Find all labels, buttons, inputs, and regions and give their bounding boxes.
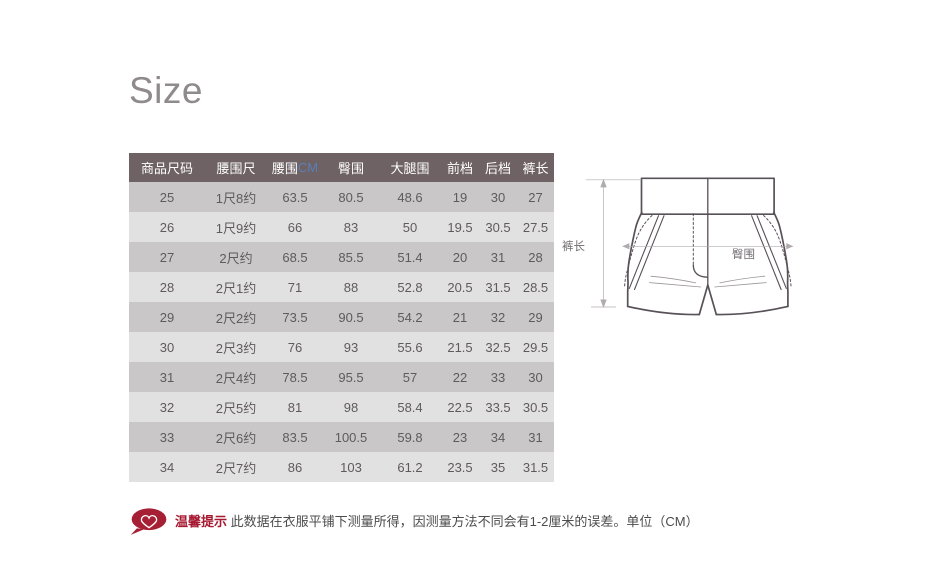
svg-text:裤长: 裤长 (562, 239, 585, 253)
svg-text:臀围: 臀围 (732, 248, 755, 261)
